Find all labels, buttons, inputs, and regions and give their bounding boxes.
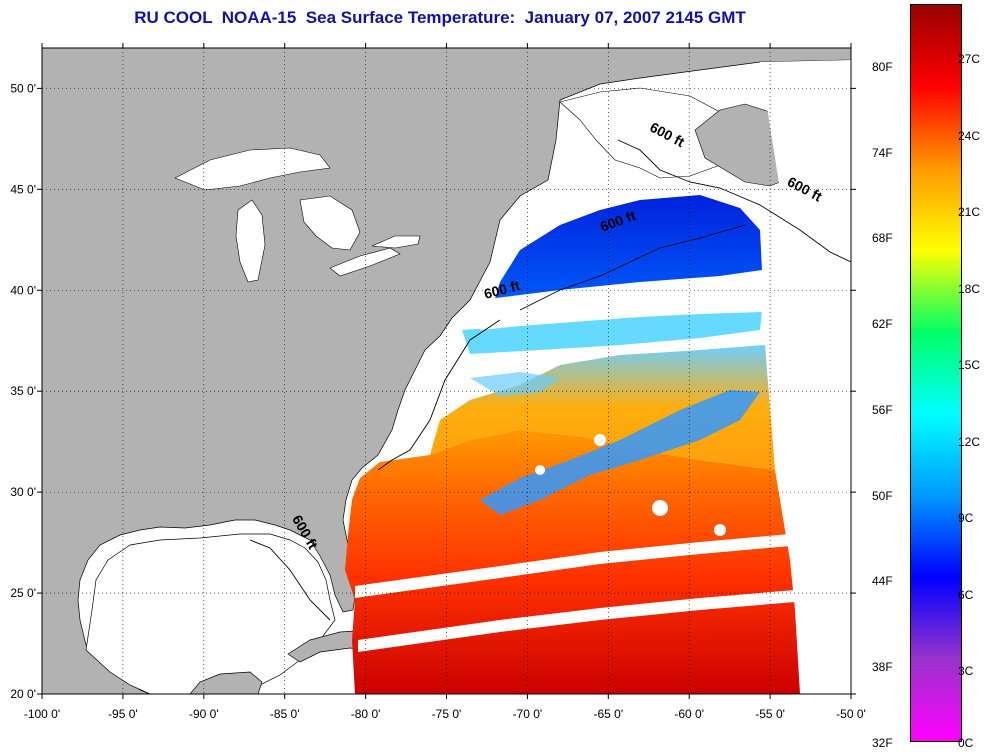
lon-tick-label: -50 0' <box>836 707 866 721</box>
colorbar-f-label: 50F <box>872 488 893 503</box>
colorbar: 80F 74F 68F 62F 56F 50F 44F 38F 32F 27C 24C 21C 18C… <box>872 4 984 754</box>
lon-tick-label: -85 0' <box>270 707 300 721</box>
lat-tick-label: 30 0' <box>10 485 36 499</box>
lat-tick-label: 20 0' <box>10 687 36 701</box>
colorbar-f-label: 80F <box>872 60 893 74</box>
sst-swath <box>345 195 800 694</box>
lon-tick-label: -90 0' <box>189 707 219 721</box>
north-atlantic-open <box>760 60 851 694</box>
colorbar-f-label: 74F <box>872 145 893 160</box>
colorbar-f-label: 38F <box>872 659 893 674</box>
longitude-axis: -100 0' -95 0' -90 0' -85 0' -80 0' -75 0' -70… <box>24 43 866 721</box>
lat-tick-label: 40 0' <box>10 283 36 297</box>
colorbar-f-label: 56F <box>872 402 893 417</box>
lat-tick-label: 25 0' <box>10 586 36 600</box>
colorbar-f-label: 62F <box>872 317 893 332</box>
gulf-st-lawrence <box>559 87 736 179</box>
colorbar-c-label: 12C <box>958 434 981 449</box>
colorbar-c-label: 27C <box>958 52 981 66</box>
lake-ontario <box>371 235 421 249</box>
colorbar-f-label: 44F <box>872 574 893 589</box>
colorbar-gradient <box>910 4 962 742</box>
lake-erie <box>329 247 401 277</box>
lake-huron <box>299 195 361 251</box>
colorbar-c-label: 18C <box>958 281 981 296</box>
colorbar-c-label: 21C <box>958 205 981 219</box>
gulf-of-mexico <box>85 533 336 694</box>
colorbar-c-label: 24C <box>958 128 981 143</box>
lon-tick-label: -75 0' <box>432 707 462 721</box>
lake-superior <box>174 147 331 191</box>
lon-tick-label: -80 0' <box>351 707 381 721</box>
latitude-axis: 20 0' 25 0' 30 0' 35 0' 40 0' 45 0' 50 0' <box>10 81 856 701</box>
colorbar-c-label: 9C <box>958 511 974 525</box>
lon-tick-label: -70 0' <box>513 707 543 721</box>
lat-tick-label: 50 0' <box>10 81 36 95</box>
colorbar-c-label: 15C <box>958 358 981 372</box>
colorbar-c-label: 0C <box>958 736 974 750</box>
lon-tick-label: -55 0' <box>755 707 785 721</box>
map-title: RU COOL NOAA-15 Sea Surface Temperature:… <box>134 8 746 27</box>
land-yucatan <box>189 671 263 694</box>
isobath-contours <box>249 139 851 621</box>
lon-tick-label: -95 0' <box>108 707 138 721</box>
colorbar-f-label: 68F <box>872 231 893 246</box>
colorbar-f-label: 32F <box>872 736 893 750</box>
lon-tick-label: -100 0' <box>24 707 60 721</box>
lon-tick-label: -60 0' <box>674 707 704 721</box>
colorbar-c-label: 6C <box>958 587 974 602</box>
lat-tick-label: 45 0' <box>10 182 36 196</box>
graticule-grid <box>42 48 851 694</box>
colorbar-c-label: 3C <box>958 664 974 678</box>
lon-tick-label: -65 0' <box>593 707 623 721</box>
lat-tick-label: 35 0' <box>10 384 36 398</box>
lake-michigan <box>235 199 266 283</box>
